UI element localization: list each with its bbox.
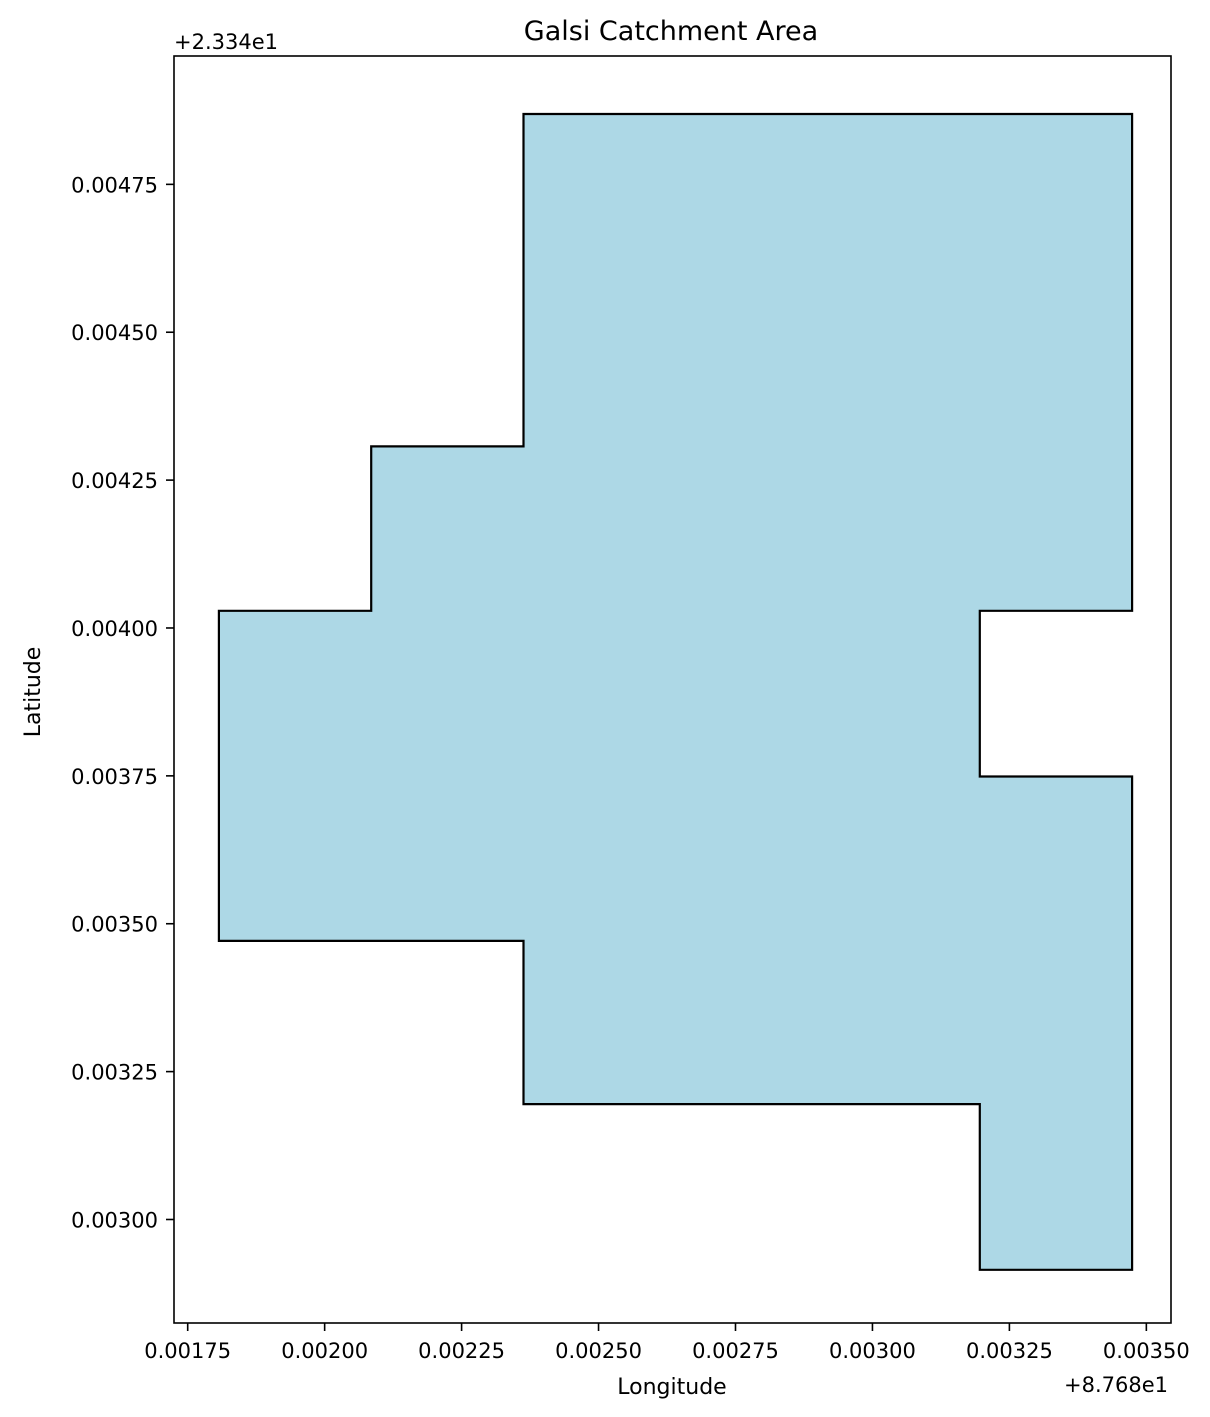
x-tick-label: 0.00175	[144, 1339, 231, 1363]
y-tick-label: 0.00450	[71, 321, 158, 345]
y-tick-label: 0.00400	[71, 617, 158, 641]
chart-title: Galsi Catchment Area	[524, 16, 818, 47]
plot-frame	[173, 55, 1172, 1324]
y-offset-label: +2.334e1	[174, 30, 278, 54]
y-tick-label: 0.00300	[71, 1208, 158, 1232]
y-tick-label: 0.00325	[71, 1061, 158, 1085]
x-tick-label: 0.00325	[966, 1339, 1053, 1363]
x-tick-label: 0.00200	[281, 1339, 368, 1363]
y-axis-label: Latitude	[21, 647, 46, 738]
x-tick-label: 0.00350	[1103, 1339, 1190, 1363]
x-axis-label: Longitude	[617, 1375, 726, 1400]
y-tick-label: 0.00350	[71, 913, 158, 937]
x-tick-label: 0.00300	[829, 1339, 916, 1363]
x-tick-label: 0.00250	[555, 1339, 642, 1363]
y-tick-label: 0.00375	[71, 765, 158, 789]
y-tick-label: 0.00425	[71, 469, 158, 493]
x-axis: 0.00175 0.00200 0.00225 0.00250 0.00275 0.003…	[144, 1323, 1190, 1363]
x-tick-label: 0.00275	[692, 1339, 779, 1363]
y-axis: 0.00300 0.00325 0.00350 0.00375 0.00400 0.004…	[71, 173, 174, 1232]
x-tick-label: 0.00225	[418, 1339, 505, 1363]
catchment-polygon	[217, 112, 1134, 1271]
y-tick-label: 0.00475	[71, 173, 158, 197]
x-offset-label: +8.768e1	[1064, 1373, 1168, 1397]
